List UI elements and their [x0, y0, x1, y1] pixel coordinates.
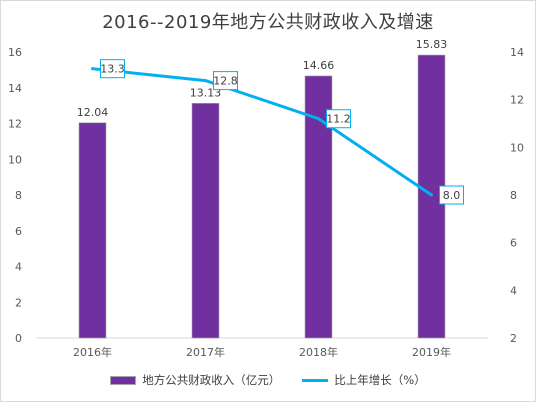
- x-tick-label: 2018年: [299, 345, 338, 359]
- y-left-tick-label: 4: [15, 261, 22, 274]
- y-right-tick-label: 14: [510, 46, 524, 59]
- y-left-tick-label: 8: [15, 189, 22, 202]
- y-right-tick-label: 6: [510, 237, 517, 250]
- legend-label-bar: 地方公共财政收入（亿元）: [142, 373, 281, 387]
- line-label-box: [439, 185, 464, 205]
- y-left-tick-label: 12: [8, 118, 22, 131]
- legend-item-bar: 地方公共财政收入（亿元）: [110, 372, 280, 388]
- y-left-tick-label: 6: [15, 225, 22, 238]
- legend-swatch-line: [302, 378, 329, 382]
- y-right-tick-label: 2: [510, 332, 517, 345]
- y-right-tick-label: 8: [510, 189, 517, 202]
- y-left-tick-label: 10: [8, 153, 22, 166]
- legend: 地方公共财政收入（亿元） 比上年增长（%）: [0, 372, 536, 388]
- line-point: [204, 79, 207, 83]
- line-point: [430, 193, 433, 197]
- y-right-tick-label: 12: [510, 94, 524, 107]
- y-right-tick-label: 4: [510, 284, 517, 297]
- y-left-tick-label: 0: [15, 332, 22, 345]
- y-left-tick-label: 14: [8, 82, 22, 95]
- y-left-tick-label: 16: [8, 46, 22, 59]
- x-tick-label: 2019年: [412, 345, 451, 359]
- line-point: [91, 67, 94, 71]
- line-data-label: 11.2: [326, 113, 351, 126]
- x-tick-label: 2017年: [186, 345, 225, 359]
- line-label-box: [213, 71, 238, 91]
- legend-label-line: 比上年增长（%）: [334, 373, 426, 387]
- legend-item-line: 比上年增长（%）: [302, 372, 426, 388]
- y-left-tick-label: 2: [15, 296, 22, 309]
- line-label-box: [100, 59, 125, 79]
- chart-title: 2016--2019年地方公共财政收入及增速: [102, 12, 434, 33]
- x-tick-label: 2016年: [73, 345, 112, 359]
- bar-data-label: 12.04: [77, 106, 109, 119]
- line-data-label: 13.3: [100, 63, 125, 76]
- legend-swatch-bar: [110, 375, 137, 385]
- bar-data-label: 14.66: [303, 59, 335, 72]
- line-label-box: [326, 109, 351, 129]
- bar-data-label: 15.83: [416, 38, 448, 51]
- line-point: [317, 117, 320, 121]
- bar: [191, 103, 220, 339]
- line-data-label: 12.8: [213, 75, 238, 88]
- line-series: [92, 67, 433, 197]
- y-right-tick-label: 10: [510, 141, 524, 154]
- bar: [78, 122, 107, 339]
- line-data-label: 8.0: [443, 189, 461, 202]
